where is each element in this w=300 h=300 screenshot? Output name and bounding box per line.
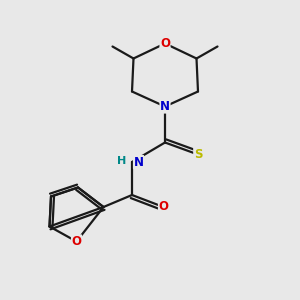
Text: O: O (71, 235, 82, 248)
Text: N: N (160, 100, 170, 113)
Text: H: H (117, 156, 127, 167)
Text: O: O (158, 200, 169, 214)
Text: S: S (194, 148, 202, 161)
Text: N: N (134, 155, 143, 169)
Text: O: O (160, 37, 170, 50)
